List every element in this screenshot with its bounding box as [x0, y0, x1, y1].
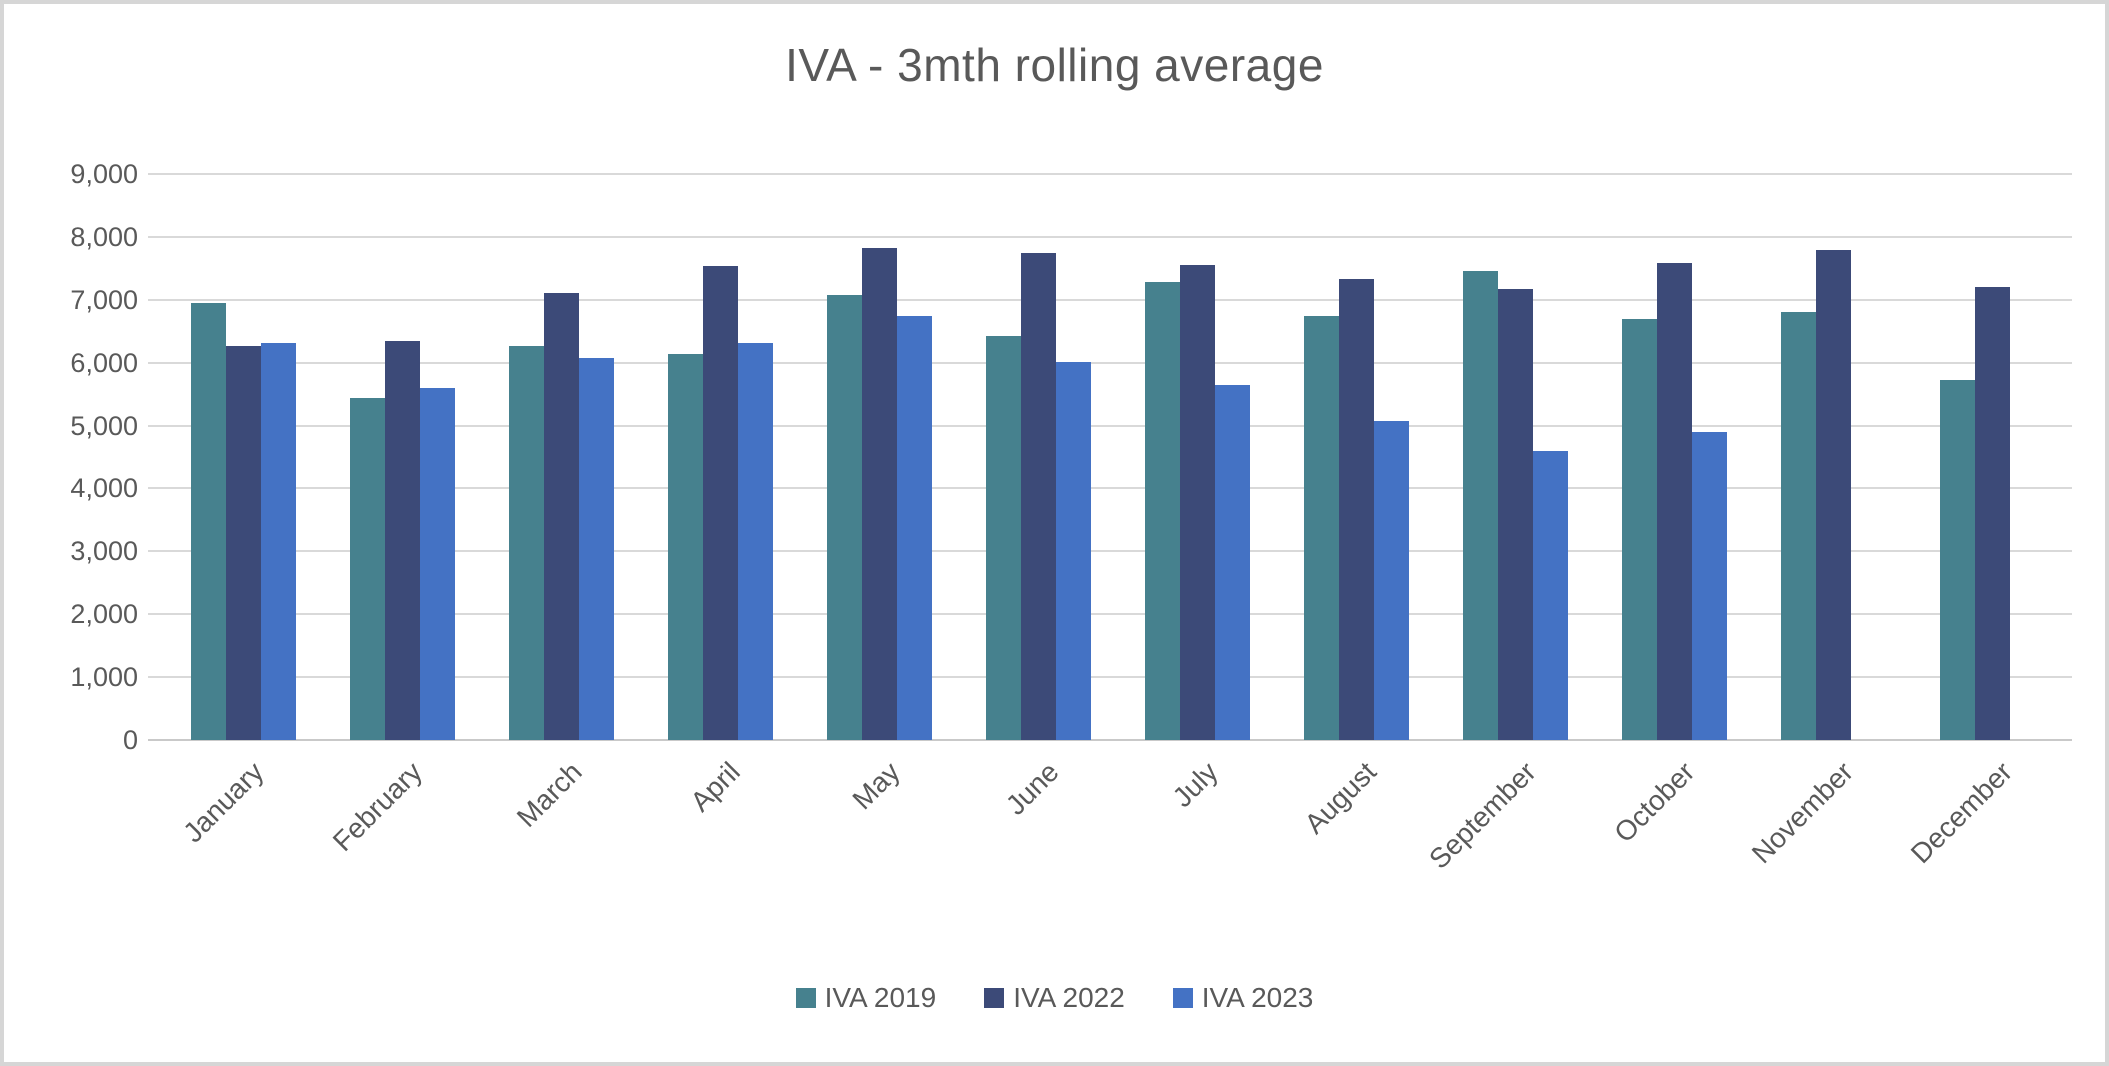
- x-axis-label-june: June: [999, 756, 1065, 821]
- bar-iva-2019-march[interactable]: [509, 346, 544, 740]
- legend-item-iva-2023[interactable]: IVA 2023: [1172, 982, 1314, 1014]
- bar-iva-2023-april[interactable]: [738, 343, 773, 740]
- x-axis-label-december: December: [1905, 756, 2019, 870]
- bar-iva-2022-march[interactable]: [544, 292, 579, 740]
- bar-iva-2023-january[interactable]: [261, 342, 296, 740]
- bar-iva-2019-july[interactable]: [1145, 282, 1180, 740]
- legend-item-iva-2022[interactable]: IVA 2022: [984, 982, 1125, 1014]
- x-axis-label-january: January: [177, 756, 270, 849]
- bar-iva-2019-april[interactable]: [668, 353, 703, 740]
- y-axis-tick-label: 0: [122, 725, 138, 755]
- gridline: [148, 361, 2072, 364]
- bar-iva-2022-july[interactable]: [1180, 265, 1215, 740]
- y-axis-tick-label: 8,000: [70, 221, 138, 252]
- y-axis-tick-label: 7,000: [70, 284, 138, 315]
- bar-iva-2019-june[interactable]: [986, 335, 1021, 740]
- x-axis-line: [148, 739, 2072, 741]
- legend-item-iva-2019[interactable]: IVA 2019: [795, 982, 937, 1014]
- x-axis-label-august: August: [1298, 756, 1383, 840]
- y-axis-tick-label: 1,000: [70, 662, 138, 693]
- x-axis-label-may: May: [846, 756, 906, 816]
- bar-iva-2022-september[interactable]: [1498, 289, 1533, 740]
- bar-iva-2019-may[interactable]: [827, 295, 862, 740]
- bar-iva-2019-august[interactable]: [1304, 316, 1339, 740]
- bar-iva-2023-august[interactable]: [1374, 421, 1409, 740]
- y-axis-tick-label: 4,000: [70, 473, 138, 504]
- y-axis-tick-label: 2,000: [70, 599, 138, 630]
- y-axis-tick-label: 9,000: [70, 159, 138, 189]
- bar-iva-2023-june[interactable]: [1056, 362, 1091, 740]
- bar-iva-2022-november[interactable]: [1816, 250, 1851, 740]
- bar-iva-2019-october[interactable]: [1622, 319, 1657, 740]
- bar-iva-2023-february[interactable]: [420, 387, 455, 740]
- gridline: [148, 298, 2072, 301]
- x-axis-label-april: April: [684, 756, 747, 818]
- bar-iva-2023-october[interactable]: [1692, 431, 1727, 740]
- x-axis-label-march: March: [510, 756, 588, 833]
- x-axis-label-november: November: [1746, 756, 1860, 870]
- x-axis-label-july: July: [1166, 756, 1224, 814]
- gridline: [148, 487, 2072, 490]
- y-axis-tick-label: 5,000: [70, 410, 138, 441]
- x-axis-label-october: October: [1608, 756, 1701, 849]
- bar-iva-2022-june[interactable]: [1021, 253, 1056, 740]
- bar-iva-2022-december[interactable]: [1975, 286, 2010, 740]
- gridline: [148, 424, 2072, 427]
- gridline: [148, 613, 2072, 616]
- bar-iva-2019-september[interactable]: [1463, 270, 1498, 740]
- bar-iva-2019-january[interactable]: [191, 302, 226, 740]
- chart-title: IVA - 3mth rolling average: [785, 39, 1324, 91]
- y-axis-tick-label: 3,000: [70, 536, 138, 567]
- x-axis-label-september: September: [1422, 756, 1542, 875]
- bar-iva-2019-february[interactable]: [350, 397, 385, 740]
- bar-iva-2022-january[interactable]: [226, 346, 261, 740]
- bar-iva-2019-november[interactable]: [1781, 312, 1816, 740]
- bar-iva-2023-july[interactable]: [1215, 385, 1250, 740]
- bar-iva-2019-december[interactable]: [1940, 379, 1975, 740]
- bar-iva-2022-february[interactable]: [385, 340, 420, 740]
- bar-iva-2022-october[interactable]: [1657, 263, 1692, 740]
- x-axis-label-february: February: [327, 756, 429, 858]
- bar-iva-2023-march[interactable]: [579, 358, 614, 740]
- bar-iva-2023-september[interactable]: [1533, 451, 1568, 740]
- gridline: [148, 676, 2072, 679]
- legend-label: IVA 2023: [1201, 982, 1314, 1013]
- legend-swatch-icon: [1172, 988, 1193, 1008]
- legend-swatch-icon: [984, 988, 1005, 1008]
- gridline: [148, 173, 2072, 175]
- bar-iva-2022-august[interactable]: [1339, 279, 1374, 740]
- bar-iva-2022-april[interactable]: [703, 266, 738, 740]
- bar-iva-2022-may[interactable]: [862, 248, 897, 740]
- bar-iva-2023-may[interactable]: [897, 316, 932, 740]
- gridline: [148, 550, 2072, 553]
- gridline: [148, 235, 2072, 238]
- y-axis-tick-label: 6,000: [70, 347, 138, 378]
- legend: IVA 2019 IVA 2022 IVA 2023: [4, 972, 2105, 1024]
- legend-label: IVA 2019: [824, 982, 937, 1013]
- legend-swatch-icon: [795, 988, 816, 1008]
- legend-label: IVA 2022: [1013, 982, 1125, 1013]
